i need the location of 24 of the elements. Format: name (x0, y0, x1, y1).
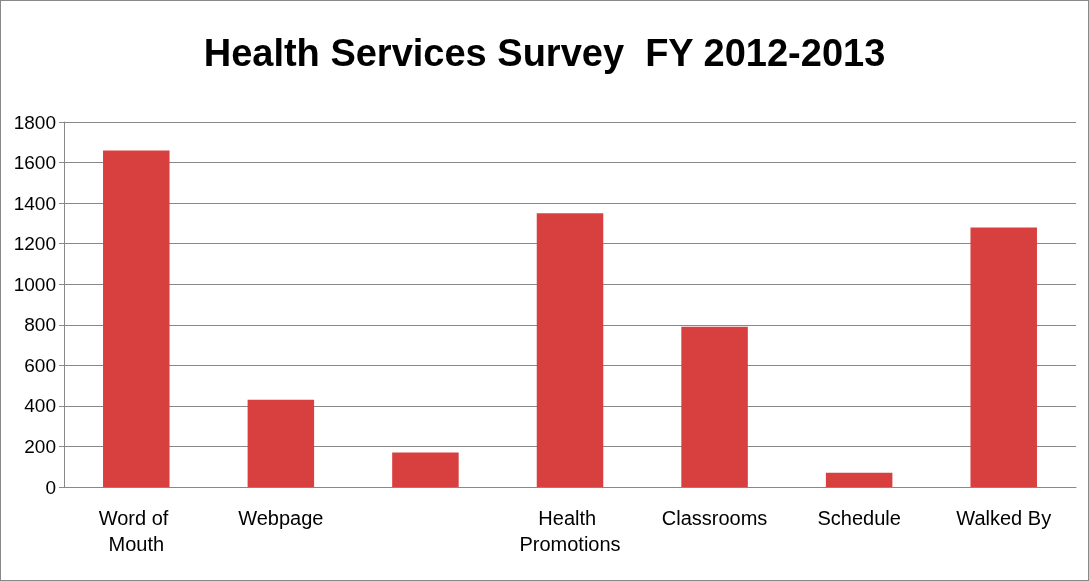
x-tick-label: Schedule (817, 507, 901, 529)
x-tick-label: Webpage (238, 507, 324, 529)
bar (103, 150, 170, 487)
x-tick-label: Health Promotions (519, 507, 621, 555)
bar (536, 213, 604, 487)
y-tick-label: 1600 (13, 152, 56, 174)
y-tick-label: 0 (45, 476, 56, 498)
bar (825, 472, 893, 487)
x-tick-label: Classrooms (661, 507, 768, 529)
bar (970, 227, 1037, 487)
chart-title: Health Services Survey FY 2012-2013 (203, 32, 886, 74)
y-tick-label: 200 (24, 435, 56, 457)
y-tick-label: 1000 (13, 273, 56, 295)
y-tick-label: 1800 (13, 111, 56, 133)
bar (247, 399, 315, 487)
y-tick-label: 1400 (13, 192, 56, 214)
x-tick-label: Word of Mouth (98, 507, 174, 555)
y-tick-label: 600 (24, 354, 56, 376)
y-tick-label: 800 (24, 314, 56, 336)
bar (681, 326, 748, 487)
x-tick-label: Walked By (956, 507, 1052, 529)
bar (392, 452, 459, 487)
y-tick-label: 1200 (13, 233, 56, 255)
y-tick-label: 400 (24, 395, 56, 417)
